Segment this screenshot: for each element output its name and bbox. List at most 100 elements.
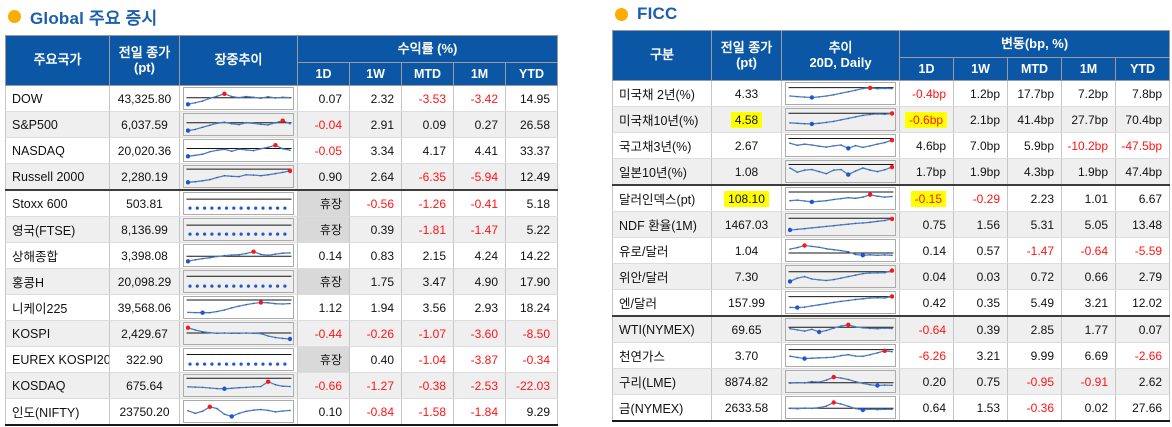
col-header-mtd: MTD <box>1007 57 1063 81</box>
change-value-cell: 0.09 <box>401 111 454 138</box>
change-value-cell: 0.66 <box>1061 263 1117 290</box>
change-value-cell: 0.72 <box>1007 263 1063 290</box>
bullet-icon <box>615 7 629 21</box>
close-price: 157.99 <box>711 289 783 317</box>
sparkline-svg <box>788 85 894 100</box>
change-value-cell: 휴장 <box>297 216 350 243</box>
change-value-cell: -1.27 <box>349 372 402 399</box>
instrument-name: WTI(NYMEX) <box>612 316 713 343</box>
col-header-intraday: 장중추이 <box>179 35 298 86</box>
change-value-cell: -1.04 <box>401 346 454 373</box>
change-value-cell: -47.5bp <box>1115 132 1171 159</box>
change-value-cell: -0.34 <box>505 346 559 373</box>
sparkline-svg <box>788 243 894 258</box>
change-value-cell: 2.93 <box>453 294 506 321</box>
change-value-cell: 26.58 <box>505 111 559 138</box>
change-value-cell: -2.66 <box>1115 342 1171 369</box>
change-value-cell: -1.07 <box>401 320 454 347</box>
sparkline-svg <box>788 400 894 413</box>
change-value-cell: -10.2bp <box>1061 132 1117 159</box>
table-row: 구리(LME) 8874.82 0.20 0.75 -0.95 -0.91 2.62 <box>612 368 1171 395</box>
change-value-cell: 2.79 <box>1115 263 1171 290</box>
change-value-cell: 0.57 <box>953 237 1009 264</box>
close-price: 1.04 <box>711 237 783 264</box>
instrument-name: 구리(LME) <box>612 368 713 395</box>
change-value-cell: -1.47 <box>1007 237 1063 264</box>
sparkline-chart <box>785 160 897 183</box>
change-value-cell: -0.95 <box>1007 368 1063 395</box>
col-header-change-group: 변동(bp, %) <box>899 30 1171 58</box>
col-header-1d: 1D <box>297 62 350 86</box>
close-price: 2,429.67 <box>109 320 180 347</box>
table-row: S&P500 6,037.59 -0.04 2.91 0.09 0.27 26.58 <box>5 111 559 138</box>
instrument-name: 달러인덱스(pt) <box>612 185 713 212</box>
change-value-cell: 9.99 <box>1007 342 1063 369</box>
close-price: 7.30 <box>711 263 783 290</box>
change-value-cell: -0.26 <box>349 320 402 347</box>
sparkline-svg <box>185 325 292 342</box>
instrument-name: 위안/달러 <box>612 263 713 290</box>
col-header-close: 전일 종가 (pt) <box>711 30 783 81</box>
sparkline-cell <box>179 346 298 373</box>
change-value-cell: 0.75 <box>953 368 1009 395</box>
sparkline-chart <box>183 296 294 319</box>
sparkline-chart <box>183 192 294 215</box>
col-header-1w: 1W <box>349 62 402 86</box>
change-value-cell: 7.2bp <box>1061 80 1117 107</box>
change-value-cell: 5.18 <box>505 190 559 217</box>
change-value-cell: 0.75 <box>899 211 955 238</box>
sparkline-cell <box>781 342 901 369</box>
table-row: KOSDAQ 675.64 -0.66 -1.27 -0.38 -2.53 -22.03 <box>5 372 559 399</box>
sparkline-svg <box>788 322 894 335</box>
instrument-name: NDF 환율(1M) <box>612 211 713 238</box>
change-value-cell: 4.17 <box>401 137 454 164</box>
change-value-cell: 17.90 <box>505 268 559 295</box>
sparkline-chart <box>183 113 294 136</box>
sparkline-svg <box>788 294 894 310</box>
col-header-returns-group: 수익률 (%) <box>296 35 559 63</box>
close-price: 108.10 <box>711 185 783 212</box>
change-value-cell: 2.62 <box>1115 368 1171 395</box>
close-price: 43,325.80 <box>109 85 180 112</box>
sparkline-cell <box>179 190 298 217</box>
sparkline-svg <box>788 374 894 388</box>
sparkline-cell <box>179 163 298 191</box>
instrument-name: DOW <box>5 85 110 112</box>
sparkline-cell <box>781 394 901 422</box>
sparkline-svg <box>186 377 291 391</box>
change-value-cell: -0.44 <box>297 320 350 347</box>
change-value-cell: 휴장 <box>297 190 350 217</box>
change-value-cell: 47.4bp <box>1115 158 1171 186</box>
instrument-name: 상해종합 <box>5 242 110 269</box>
panel-title: FICC <box>637 4 678 23</box>
global-markets-rows: DOW 43,325.80 0.07 2.32 -3.53 -3.42 14.95 S&P50… <box>5 85 559 426</box>
instrument-name: Russell 2000 <box>5 163 110 191</box>
col-header-ytd: YTD <box>504 62 559 86</box>
change-value-cell: 13.48 <box>1115 211 1171 238</box>
change-value-cell: 5.9bp <box>1007 132 1063 159</box>
global-markets-panel: Global 주요 증시 주요국가 전일 종가 (pt) 장중추이 수익률 (%… <box>5 3 559 427</box>
panel-title: Global 주요 증시 <box>30 9 158 28</box>
change-value-cell: 33.37 <box>505 137 559 164</box>
sparkline-chart <box>183 87 294 110</box>
sparkline-chart <box>785 239 897 262</box>
instrument-name: 엔/달러 <box>612 289 713 317</box>
change-value-cell: 1.01 <box>1061 185 1117 212</box>
close-price: 2.67 <box>711 132 783 159</box>
instrument-name: 영국(FTSE) <box>5 216 110 243</box>
instrument-name: KOSDAQ <box>5 372 110 399</box>
change-value-cell: 0.07 <box>297 85 350 112</box>
global-markets-table: 주요국가 전일 종가 (pt) 장중추이 수익률 (%) 1D 1W MTD 1… <box>5 35 559 426</box>
sparkline-svg <box>186 198 291 210</box>
change-value-cell: 1.94 <box>349 294 402 321</box>
table-row: 미국채10년(%) 4.58 -0.6bp 2.1bp 41.4bp 27.7bp 70.4… <box>612 106 1171 133</box>
table-row: 영국(FTSE) 8,136.99 휴장 0.39 -1.81 -1.47 5.22 <box>5 216 559 243</box>
change-value-cell: -1.58 <box>401 398 454 426</box>
change-value-cell: -2.53 <box>453 372 506 399</box>
change-value-cell: 4.41 <box>453 137 506 164</box>
table-row: KOSPI 2,429.67 -0.44 -0.26 -1.07 -3.60 -8.50 <box>5 320 559 347</box>
sparkline-chart <box>785 344 897 367</box>
change-value-cell: 3.56 <box>401 294 454 321</box>
change-value-cell: 0.14 <box>297 242 350 269</box>
sparkline-svg <box>186 354 291 366</box>
